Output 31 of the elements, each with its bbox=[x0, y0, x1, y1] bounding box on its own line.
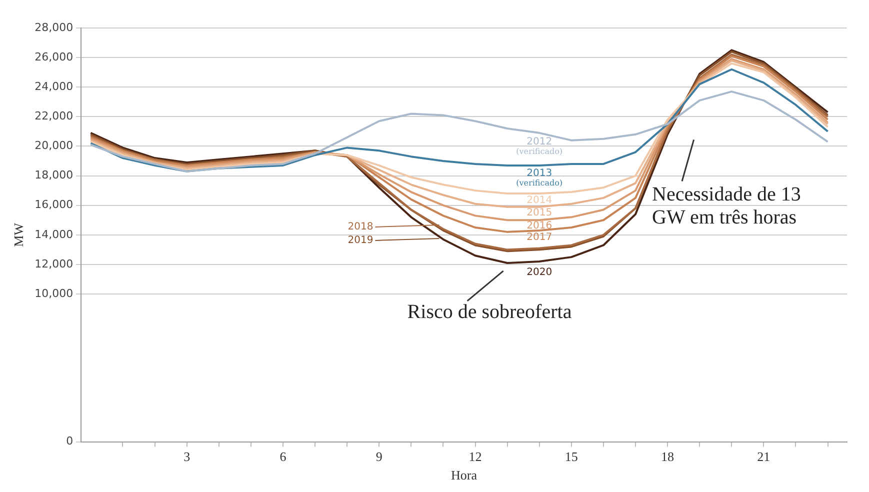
x-tick-label: 18 bbox=[661, 449, 674, 464]
y-tick-label: 16,000 bbox=[34, 198, 74, 212]
y-tick-label: 26,000 bbox=[34, 50, 74, 64]
series-label: 2014 bbox=[526, 195, 552, 206]
y-tick-label: 18,000 bbox=[34, 168, 74, 182]
series-label: 2020 bbox=[526, 267, 552, 278]
series-label: 2016 bbox=[526, 220, 552, 232]
y-tick-label: 24,000 bbox=[34, 80, 74, 93]
annotation: Necessidade de 13 GW em três horas bbox=[652, 183, 801, 228]
annotation: Risco de sobreoferta bbox=[407, 301, 572, 324]
text: 2018 bbox=[348, 222, 374, 233]
x-tick-label: 3 bbox=[184, 449, 190, 464]
x-tick-label: 9 bbox=[376, 449, 382, 464]
text: 2019 bbox=[348, 235, 374, 246]
series-label: 2013 (verificado) bbox=[516, 168, 563, 188]
y-tick-label: 10,000 bbox=[34, 286, 74, 300]
y-tick-label: 20,000 bbox=[34, 139, 74, 152]
x-tick-label: 15 bbox=[564, 449, 578, 464]
series-label: 2017 bbox=[526, 232, 552, 244]
x-tick-label: 21 bbox=[757, 449, 770, 464]
y-tick-label: 28,000 bbox=[34, 20, 74, 34]
y-tick-label: 0 bbox=[66, 434, 74, 448]
y-tick-label: 22,000 bbox=[34, 110, 74, 123]
y-tick-label: 14,000 bbox=[34, 228, 74, 241]
series-label: 2012 (verificado) bbox=[516, 136, 563, 156]
x-tick-label: 6 bbox=[280, 449, 287, 464]
y-tick-label: 12,000 bbox=[34, 257, 74, 270]
series-label: 2015 bbox=[526, 207, 552, 218]
y-axis-title: MW bbox=[11, 222, 26, 247]
x-axis-title: Hora bbox=[451, 468, 478, 483]
x-tick-label: 12 bbox=[468, 449, 482, 464]
